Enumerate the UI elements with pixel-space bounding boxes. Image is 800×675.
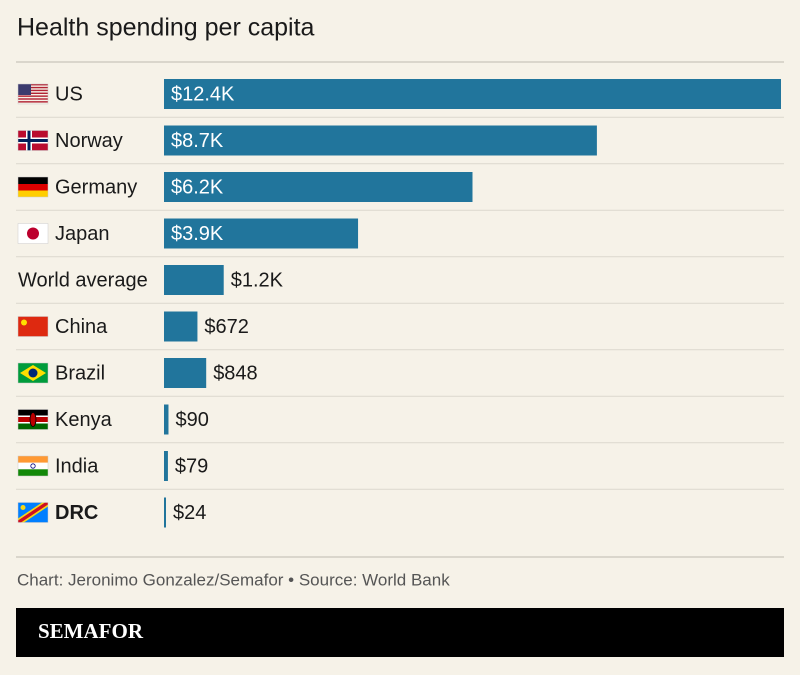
brand-logo: SEMAFOR — [38, 619, 144, 643]
flag-icon — [17, 316, 49, 337]
bar — [164, 125, 597, 156]
flag-border — [17, 223, 49, 244]
flag-part — [18, 502, 48, 523]
flag-icon — [17, 409, 49, 430]
flag-part — [27, 227, 39, 240]
bar — [164, 451, 168, 481]
category-label: US — [55, 83, 83, 105]
flag-part — [18, 177, 48, 184]
category-label: Germany — [55, 176, 137, 198]
category-label: Brazil — [55, 362, 105, 384]
flag-part — [18, 462, 48, 470]
value-label: $24 — [173, 502, 206, 524]
flag-part — [18, 316, 48, 337]
flag-part — [18, 84, 31, 95]
bar — [164, 265, 224, 295]
category-label: Norway — [55, 130, 123, 152]
flag-part — [30, 463, 36, 469]
value-label: $6.2K — [171, 176, 224, 198]
category-label: World average — [18, 269, 148, 291]
flag-icon — [17, 223, 49, 244]
flag-border — [17, 362, 49, 384]
flag-border — [17, 502, 49, 523]
flag-part — [29, 412, 37, 427]
bar — [164, 79, 781, 109]
flag-part — [18, 86, 48, 89]
flag-border — [17, 176, 49, 198]
flag-border — [17, 409, 49, 430]
flag-part — [28, 368, 38, 378]
bar — [164, 218, 359, 249]
footer-bar — [16, 608, 784, 657]
flag-border — [17, 83, 49, 105]
flag-icon — [17, 455, 49, 477]
source-note: Chart: Jeronimo Gonzalez/Semafor • Sourc… — [17, 570, 450, 589]
flag-icon — [17, 130, 49, 151]
flag-border — [17, 455, 49, 477]
flag-part — [20, 505, 26, 510]
flag-part — [18, 184, 48, 191]
bar — [164, 311, 198, 342]
bar — [164, 404, 169, 435]
flag-part — [18, 89, 48, 92]
flag-part — [18, 190, 48, 197]
flag-part — [18, 101, 48, 103]
flag-part — [18, 98, 48, 100]
flag-icon — [17, 176, 49, 198]
category-label: Kenya — [55, 409, 113, 431]
category-label: China — [55, 316, 108, 338]
flag-border — [17, 316, 49, 337]
flag-part — [18, 456, 48, 463]
value-label: $90 — [175, 409, 208, 431]
flag-part — [18, 469, 48, 476]
value-label: $848 — [213, 362, 257, 384]
category-label: Japan — [55, 223, 110, 245]
flag-part — [21, 319, 27, 326]
flag-part — [18, 95, 48, 97]
flag-part — [18, 139, 48, 142]
chart-title: Health spending per capita — [17, 14, 315, 42]
flag-border — [17, 130, 49, 151]
value-label: $3.9K — [171, 223, 224, 245]
value-label: $12.4K — [171, 83, 235, 105]
flag-part — [18, 92, 48, 94]
bar — [164, 358, 207, 388]
category-label: India — [55, 455, 99, 477]
value-label: $8.7K — [171, 130, 224, 152]
value-label: $1.2K — [231, 269, 284, 291]
value-label: $672 — [204, 316, 249, 338]
flag-part — [18, 84, 48, 86]
category-label: DRC — [55, 502, 98, 524]
bar — [164, 172, 473, 202]
flag-icon — [17, 502, 49, 523]
bar — [164, 497, 166, 528]
flag-icon — [17, 362, 49, 384]
value-label: $79 — [175, 455, 208, 477]
flag-icon — [17, 83, 49, 105]
